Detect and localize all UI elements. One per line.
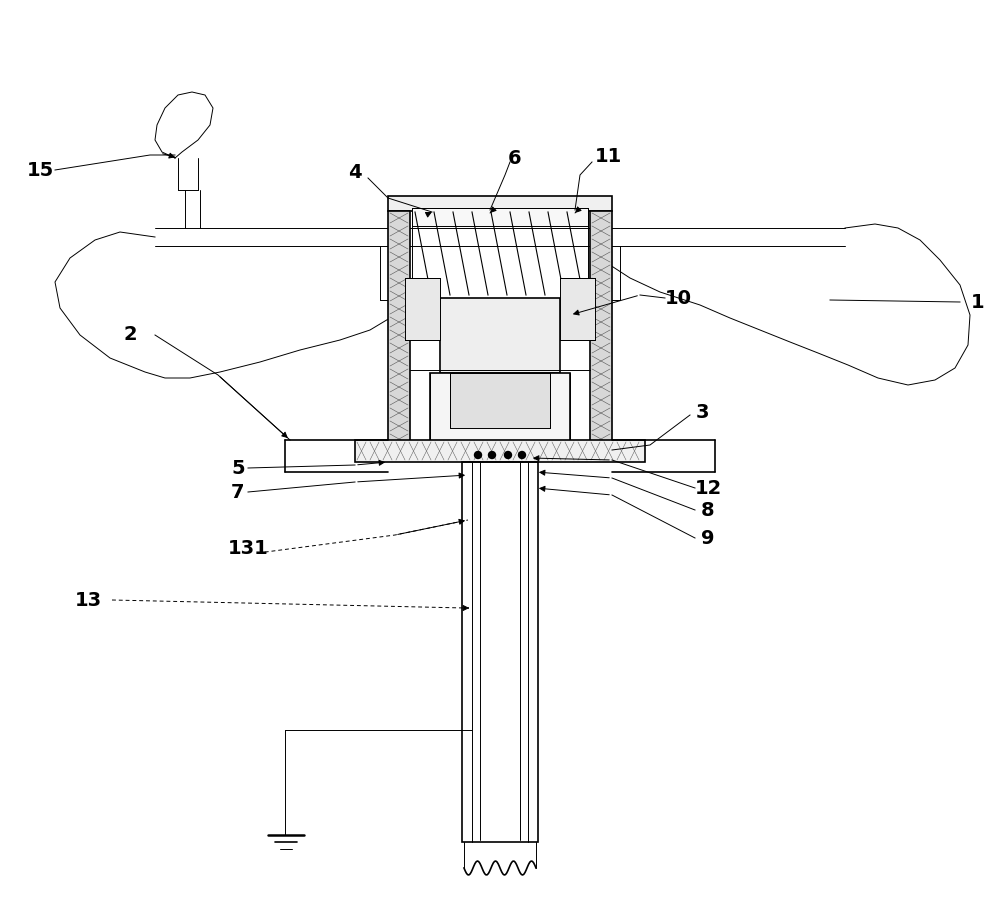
Text: 1: 1 xyxy=(971,292,985,312)
Text: 8: 8 xyxy=(701,501,715,519)
Text: 15: 15 xyxy=(26,161,54,179)
Text: 4: 4 xyxy=(348,163,362,182)
Text: 2: 2 xyxy=(123,325,137,345)
Bar xyxy=(355,440,645,462)
Bar xyxy=(412,208,588,298)
Circle shape xyxy=(488,452,496,459)
Text: 3: 3 xyxy=(695,402,709,421)
Text: 9: 9 xyxy=(701,528,715,547)
Bar xyxy=(440,298,560,373)
Circle shape xyxy=(505,452,512,459)
Bar xyxy=(405,278,440,340)
Circle shape xyxy=(475,452,482,459)
Text: 5: 5 xyxy=(231,459,245,477)
Text: 13: 13 xyxy=(74,590,102,610)
Text: 12: 12 xyxy=(694,479,722,497)
Bar xyxy=(388,211,410,451)
Bar xyxy=(412,208,588,226)
Text: 7: 7 xyxy=(231,483,245,502)
Circle shape xyxy=(518,452,526,459)
Bar xyxy=(450,373,550,428)
Bar xyxy=(430,373,570,441)
Bar xyxy=(590,211,612,451)
Text: 131: 131 xyxy=(228,538,268,558)
Text: 10: 10 xyxy=(664,289,692,307)
Text: 6: 6 xyxy=(508,148,522,167)
Bar xyxy=(560,278,595,340)
Bar xyxy=(388,196,612,211)
Bar xyxy=(462,462,538,842)
Text: 11: 11 xyxy=(594,147,622,166)
